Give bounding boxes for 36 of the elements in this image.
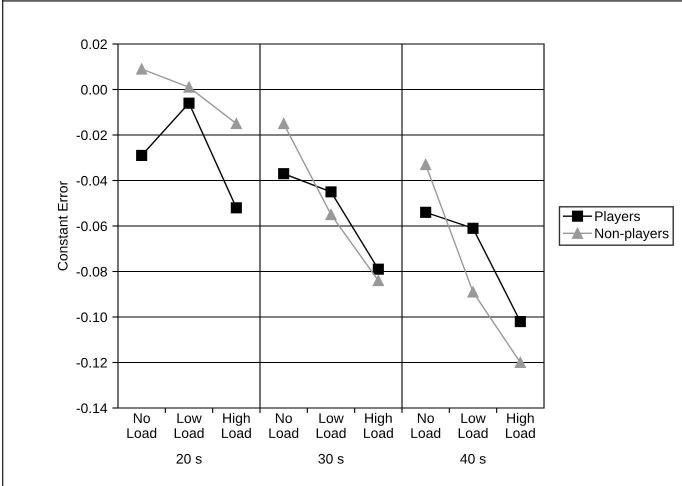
- text: 20 s: [176, 454, 202, 464]
- point: [420, 159, 432, 170]
- point: [467, 286, 479, 298]
- y-tick-label: -0.02: [76, 130, 107, 140]
- point: [183, 98, 195, 109]
- y-axis-title: Constant Error: [58, 181, 68, 270]
- y-tick-label: -0.08: [76, 266, 107, 277]
- x-tick-label: High Load: [506, 412, 535, 438]
- x-tick-label: Low Load: [316, 413, 346, 438]
- point: [420, 206, 432, 218]
- y-tick-label: -0.14: [76, 403, 108, 414]
- y-tick-label: -0.12: [76, 358, 107, 368]
- x-tick-label: Low Load: [174, 413, 204, 438]
- point: [136, 150, 148, 162]
- y-tick-label: -0.06: [76, 221, 107, 232]
- x-tick-label: No Load: [411, 413, 440, 438]
- point: [514, 356, 526, 368]
- text: 30 s: [318, 454, 344, 464]
- point: [467, 222, 479, 234]
- point: [230, 118, 242, 130]
- point: [230, 202, 242, 214]
- y-tick-label: -0.04: [76, 176, 108, 186]
- y-tick-label: 0.02: [81, 39, 107, 50]
- legend-label: Players: [595, 210, 640, 224]
- x-tick-label: No Load: [127, 413, 156, 438]
- point: [183, 82, 195, 93]
- x-tick-label: High Load: [364, 412, 393, 438]
- y-tick-label: -0.10: [76, 312, 108, 322]
- x-tick-label: High Load: [222, 412, 251, 438]
- text: 40 s: [460, 454, 486, 464]
- point: [136, 63, 148, 75]
- x-tick-label: Low Load: [458, 413, 488, 438]
- point: [514, 316, 526, 328]
- legend-label: Non-players: [595, 228, 669, 242]
- x-tick-label: No Load: [269, 413, 298, 438]
- y-tick-label: 0.00: [81, 84, 108, 95]
